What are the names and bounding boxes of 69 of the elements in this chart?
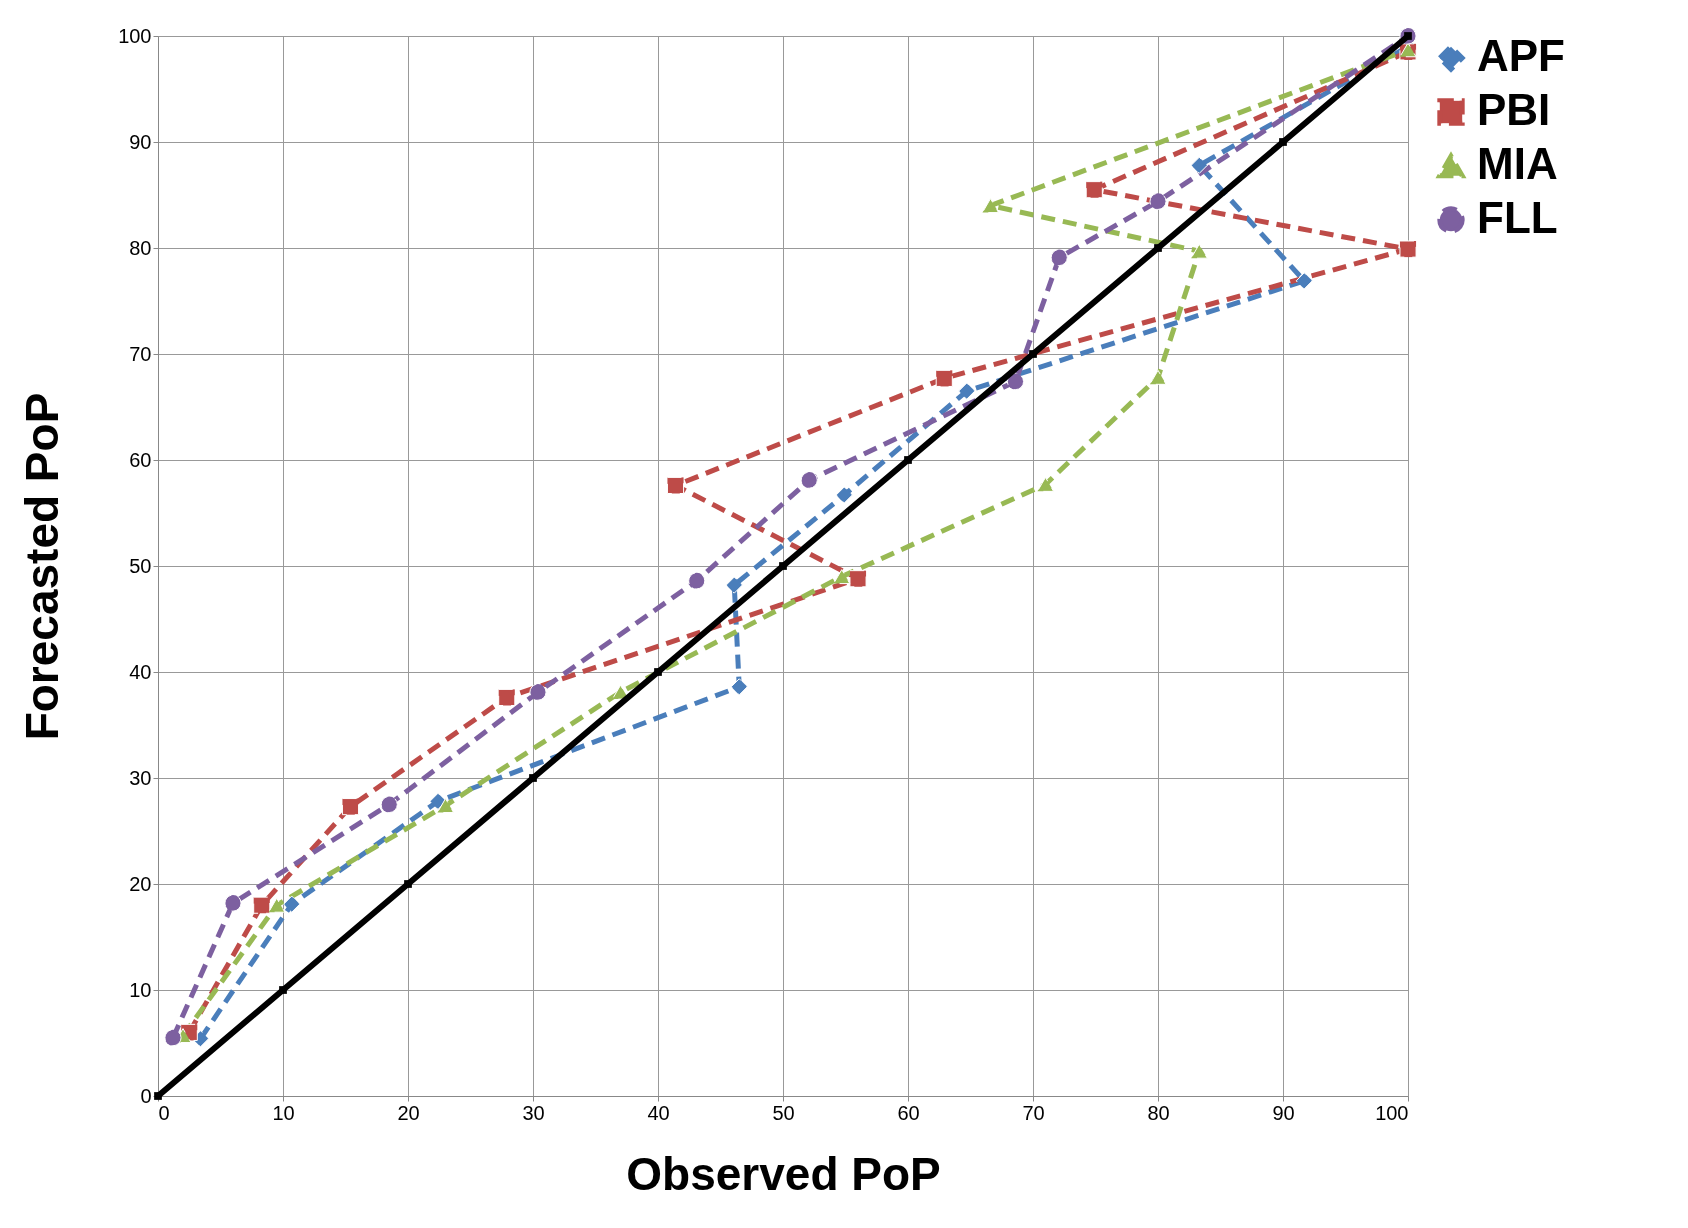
point bbox=[1190, 243, 1208, 259]
point bbox=[981, 198, 1000, 214]
point bbox=[1149, 369, 1167, 385]
x-tick-label: 30 bbox=[522, 1101, 545, 1124]
point bbox=[279, 986, 287, 994]
point bbox=[1036, 476, 1055, 492]
point bbox=[1006, 373, 1025, 391]
x-tick-label: 40 bbox=[647, 1101, 670, 1124]
x-tick-label: 90 bbox=[1272, 1101, 1295, 1124]
point bbox=[429, 792, 447, 810]
y-tick-label: 80 bbox=[129, 236, 152, 259]
x-tick-label: 50 bbox=[772, 1101, 795, 1124]
point bbox=[1190, 156, 1208, 174]
point bbox=[779, 562, 787, 570]
y-tick-label: 70 bbox=[129, 342, 152, 365]
y-tick-label: 0 bbox=[140, 1084, 152, 1107]
x-tick-label: 80 bbox=[1147, 1101, 1170, 1124]
point bbox=[341, 798, 360, 816]
point bbox=[164, 1029, 182, 1047]
y-tick-label: 50 bbox=[129, 554, 152, 577]
x-tick-label: 10 bbox=[272, 1101, 295, 1124]
point bbox=[849, 570, 867, 588]
point bbox=[666, 476, 685, 494]
point bbox=[1295, 272, 1313, 290]
x-axis-title: Observed PoP bbox=[626, 1147, 941, 1200]
legend-label: APF bbox=[1477, 31, 1565, 80]
point bbox=[835, 486, 853, 504]
point bbox=[725, 576, 743, 594]
point bbox=[498, 688, 516, 706]
point bbox=[380, 795, 398, 814]
x-tick-label: 20 bbox=[397, 1101, 420, 1124]
point bbox=[730, 678, 748, 696]
point bbox=[935, 369, 953, 387]
point bbox=[1085, 181, 1103, 199]
y-tick-label: 10 bbox=[129, 978, 152, 1001]
legend-label: MIA bbox=[1477, 139, 1558, 188]
x-tick-label: 70 bbox=[1022, 1101, 1045, 1124]
y-axis-title: Forecasted PoP bbox=[16, 392, 69, 741]
point bbox=[268, 897, 286, 913]
y-tick-label: 40 bbox=[129, 660, 152, 683]
y-tick-label: 100 bbox=[118, 24, 152, 47]
point bbox=[958, 382, 976, 400]
point bbox=[404, 880, 412, 888]
legend-label: PBI bbox=[1477, 85, 1551, 134]
point bbox=[1149, 192, 1167, 210]
point bbox=[253, 896, 271, 914]
point bbox=[436, 798, 455, 814]
point bbox=[1399, 240, 1417, 258]
point bbox=[529, 683, 547, 701]
y-tick-label: 20 bbox=[129, 872, 152, 895]
point bbox=[1279, 138, 1287, 146]
point bbox=[1029, 350, 1037, 358]
x-tick-label: 100 bbox=[1375, 1101, 1409, 1124]
legend-label: FLL bbox=[1477, 193, 1558, 242]
point bbox=[833, 569, 851, 585]
point bbox=[688, 572, 706, 590]
y-tick-label: 60 bbox=[129, 448, 152, 471]
point bbox=[224, 894, 242, 912]
point bbox=[283, 895, 301, 913]
point bbox=[1154, 244, 1162, 252]
y-tick-label: 90 bbox=[129, 130, 152, 153]
point bbox=[654, 668, 662, 676]
point bbox=[1050, 248, 1068, 267]
point bbox=[800, 471, 818, 489]
point bbox=[904, 456, 912, 464]
x-tick-label: 0 bbox=[158, 1101, 170, 1124]
x-tick-label: 60 bbox=[897, 1101, 920, 1124]
y-tick-label: 30 bbox=[129, 766, 152, 789]
point bbox=[529, 774, 537, 782]
